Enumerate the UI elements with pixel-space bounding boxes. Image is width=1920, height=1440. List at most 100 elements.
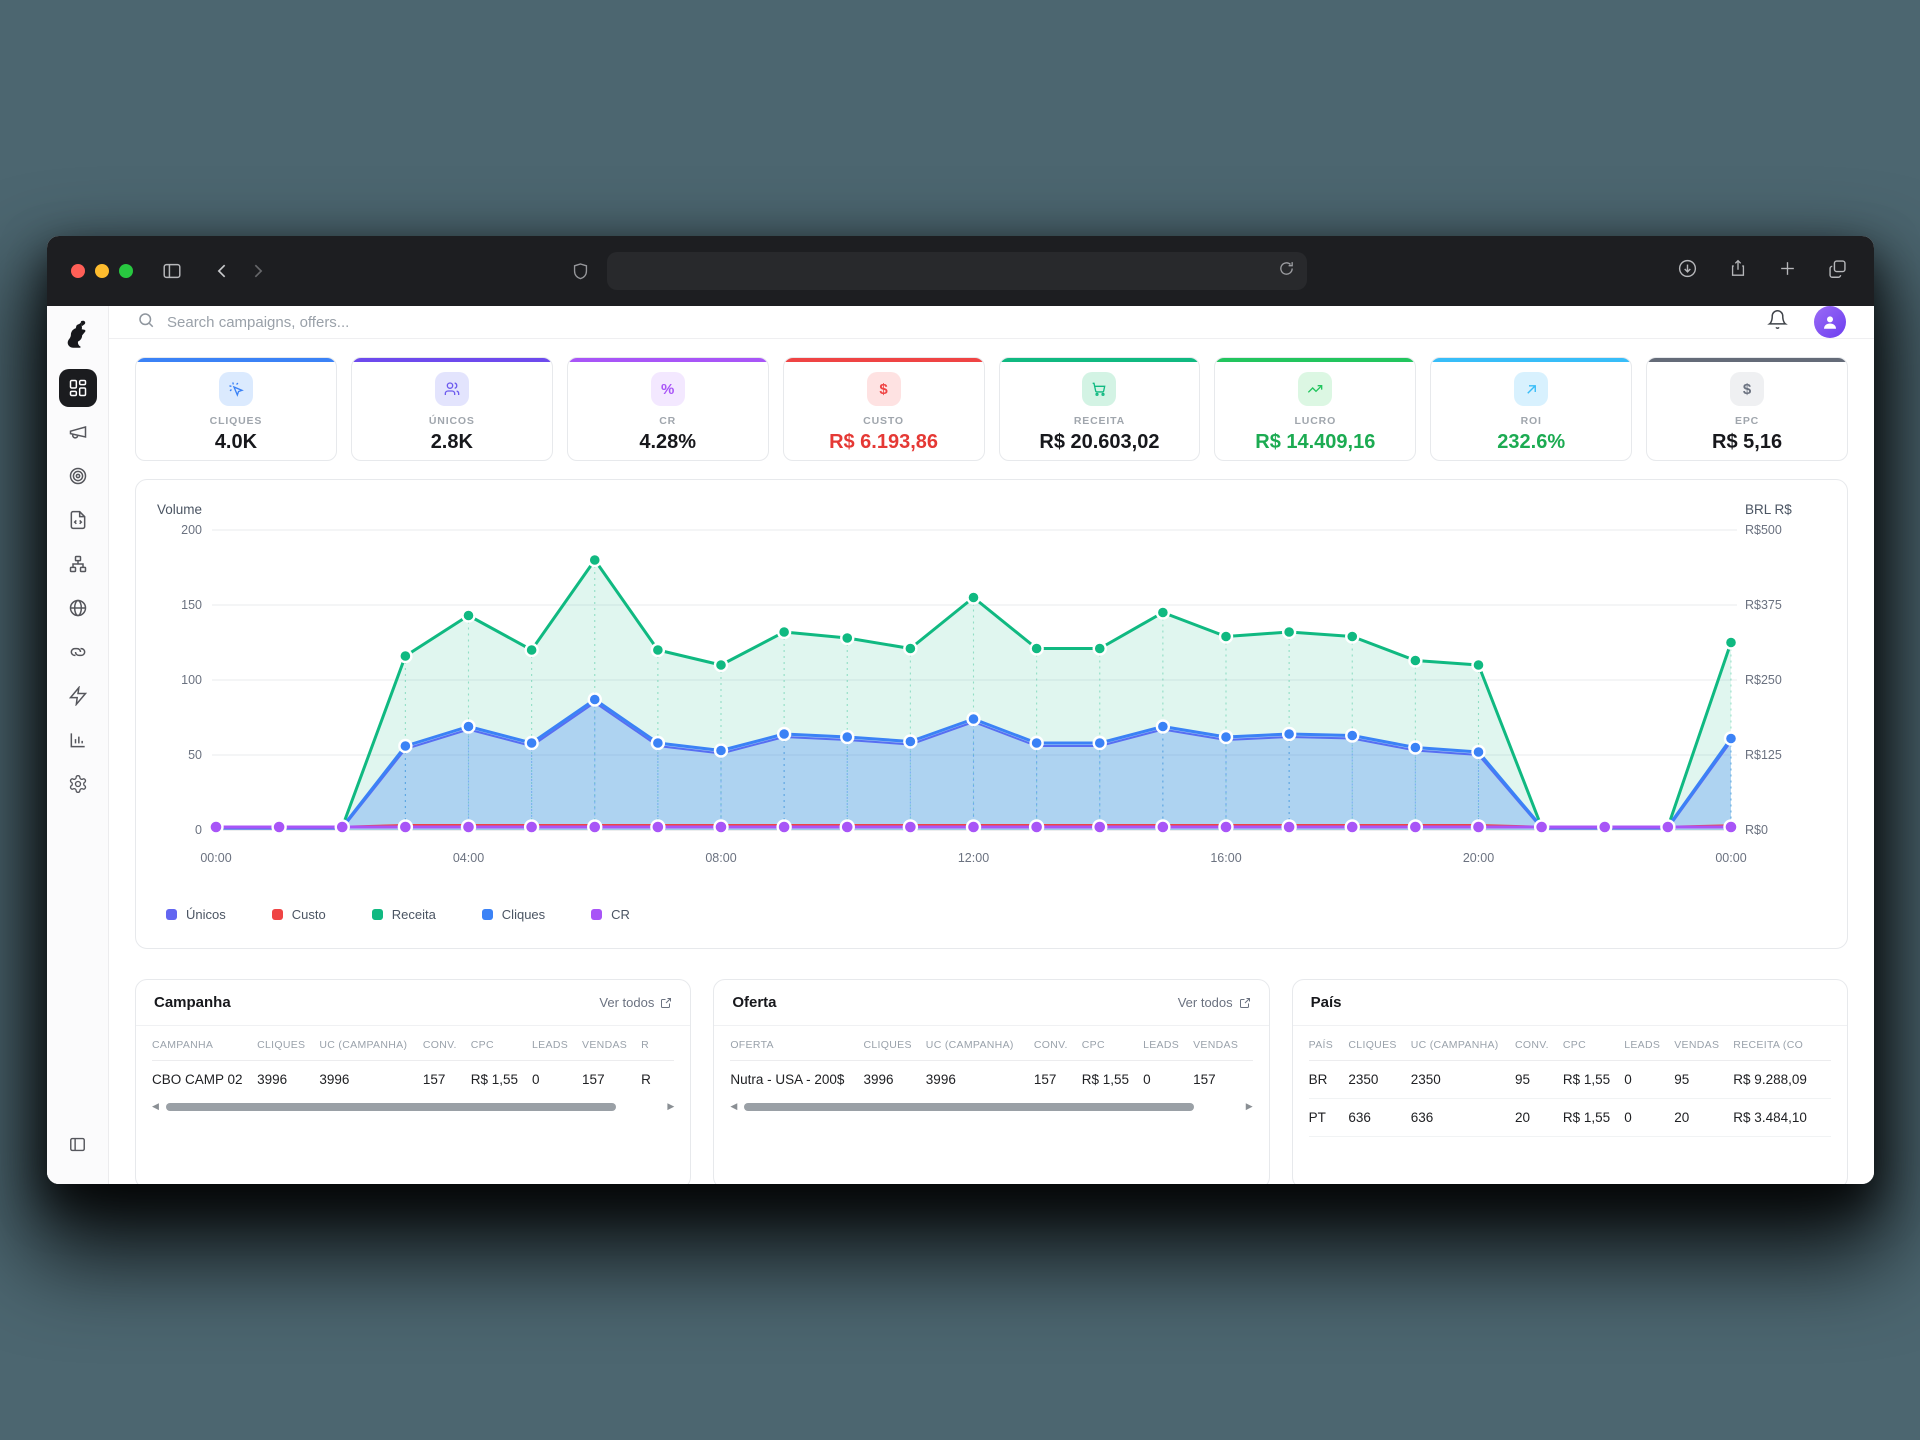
oferta-card: Oferta Ver todos OFERTA CLIQUES UC (CAMPAN… [713, 979, 1270, 1184]
svg-text:00:00: 00:00 [1715, 851, 1746, 865]
back-icon[interactable] [213, 261, 233, 281]
percent-icon: % [650, 372, 685, 406]
dog-logo [67, 320, 85, 348]
kpi-label: CR [659, 415, 677, 427]
trending-up-icon [1298, 372, 1333, 406]
scroll-right-icon[interactable]: ▶ [1245, 1101, 1253, 1111]
kpi-value: R$ 6.193,86 [829, 431, 939, 453]
sidebar-item-integrations[interactable] [59, 677, 97, 715]
forward-icon[interactable] [247, 261, 267, 281]
target-icon [69, 467, 86, 485]
legend-item-receita[interactable]: Receita [371, 907, 436, 922]
user-avatar[interactable] [1814, 306, 1846, 338]
card-accent [1647, 358, 1847, 362]
search-input[interactable] [167, 313, 587, 331]
svg-text:00:00: 00:00 [200, 851, 231, 865]
external-link-icon [661, 997, 672, 1008]
card-title: Campanha [154, 994, 231, 1011]
svg-text:R$500: R$500 [1745, 523, 1782, 537]
horizontal-scrollbar[interactable]: ◀ ▶ [730, 1101, 1252, 1112]
legend-item-cliques[interactable]: Cliques [481, 907, 546, 922]
sidebar-item-reports[interactable] [59, 721, 97, 759]
kpi-value: R$ 20.603,02 [1039, 431, 1160, 453]
tab-overview-icon[interactable] [1827, 258, 1848, 284]
horizontal-scrollbar[interactable]: ◀ ▶ [152, 1101, 674, 1112]
table-row[interactable]: BR 2350 2350 95 R$ 1,55 0 95 R$ 9.288,09 [1308, 1060, 1831, 1099]
table-header-row: PAÍS CLIQUES UC (CAMPANHA) CONV. CPC LEADS VEN… [1308, 1026, 1831, 1061]
kpi-label: EPC [1735, 415, 1760, 427]
card-accent [1431, 358, 1632, 362]
kpi-label: LUCRO [1294, 415, 1337, 427]
legend-label: CR [611, 907, 630, 922]
table-row[interactable]: Nutra - USA - 200$ 3996 3996 157 R$ 1,55 0 157 [730, 1072, 1216, 1087]
app-sidebar [47, 306, 109, 1184]
scroll-left-icon[interactable]: ◀ [152, 1101, 159, 1111]
file-code-icon [70, 510, 85, 530]
scrollbar-thumb[interactable] [165, 1102, 616, 1111]
ver-todos-link[interactable]: Ver todos [599, 995, 672, 1010]
sidebar-item-dashboard[interactable] [58, 369, 97, 407]
kpi-card-receita: RECEITA R$ 20.603,02 [998, 357, 1201, 461]
table-header-row: CAMPANHA CLIQUES UC (CAMPANHA) CONV. CPC LEAD… [152, 1026, 675, 1061]
sidebar-item-landing-pages[interactable] [59, 501, 97, 539]
table-header-row: OFERTA CLIQUES UC (CAMPANHA) CONV. CPC LEADS V… [730, 1026, 1253, 1061]
ver-todos-link[interactable]: Ver todos [1178, 995, 1251, 1010]
close-window-button[interactable] [71, 264, 85, 278]
legend-item-custo[interactable]: Custo [271, 907, 326, 922]
dashboard-grid-icon [69, 379, 86, 397]
svg-text:08:00: 08:00 [705, 851, 736, 865]
card-accent [783, 358, 984, 362]
legend-swatch [166, 909, 177, 920]
card-accent [1215, 358, 1416, 362]
card-accent [567, 358, 768, 362]
sidebar-toggle-icon[interactable] [161, 260, 183, 282]
kpi-label: ÚNICOS [428, 415, 475, 427]
kpi-card-cliques: CLIQUES 4.0K [135, 357, 337, 461]
share-icon[interactable] [1728, 258, 1748, 284]
scroll-right-icon[interactable]: ▶ [667, 1101, 675, 1111]
sidebar-item-flows[interactable] [59, 545, 97, 583]
kpi-value: R$ 5,16 [1712, 431, 1783, 453]
zoom-window-button[interactable] [119, 264, 133, 278]
new-tab-icon[interactable] [1778, 259, 1797, 283]
privacy-shield-icon[interactable] [571, 261, 590, 287]
sidebar-item-domains[interactable] [59, 589, 97, 627]
svg-text:12:00: 12:00 [958, 851, 989, 865]
scroll-left-icon[interactable]: ◀ [730, 1101, 738, 1111]
url-bar[interactable] [607, 252, 1307, 290]
kpi-card-lucro: LUCRO R$ 14.409,16 [1214, 357, 1417, 461]
kpi-value: R$ 14.409,16 [1255, 431, 1376, 453]
legend-swatch [591, 909, 603, 920]
sidebar-item-targets[interactable] [59, 457, 97, 495]
scrollbar-thumb[interactable] [744, 1102, 1195, 1111]
minimize-window-button[interactable] [95, 264, 109, 278]
svg-text:20:00: 20:00 [1463, 851, 1494, 865]
legend-label: Receita [391, 907, 436, 922]
line-chart: 0 R$0 50 R$125 100 R$250 150 R$375 200 R$500 Volum… [157, 502, 1792, 865]
sidebar-item-links[interactable] [59, 633, 97, 671]
kpi-card-unicos: ÚNICOS 2.8K [350, 357, 553, 461]
card-title: País [1310, 994, 1342, 1011]
svg-text:200: 200 [181, 523, 202, 537]
sidebar-item-settings[interactable] [59, 765, 97, 803]
reload-icon[interactable] [1278, 260, 1295, 282]
globe-icon [69, 599, 86, 617]
legend-item-únicos[interactable]: Únicos [166, 907, 226, 922]
legend-label: Cliques [501, 907, 546, 922]
legend-item-cr[interactable]: CR [591, 907, 630, 922]
svg-text:Volume: Volume [157, 502, 202, 517]
kpi-value: 4.0K [214, 431, 258, 453]
card-title: Oferta [732, 994, 777, 1011]
notifications-bell-icon[interactable] [1767, 309, 1788, 335]
svg-text:R$375: R$375 [1745, 598, 1782, 612]
table-row[interactable]: PT 636 636 20 R$ 1,55 0 20 R$ 3.484,10 [1308, 1098, 1831, 1137]
downloads-icon[interactable] [1677, 258, 1698, 284]
svg-text:100: 100 [181, 673, 202, 687]
svg-text:150: 150 [181, 598, 202, 612]
card-accent [999, 358, 1200, 362]
pais-card: País PAÍS CLIQUES UC (CAMPANHA) CONV. CPC LEA… [1291, 979, 1848, 1184]
sidebar-item-campaigns[interactable] [59, 413, 97, 451]
table-row[interactable]: CBO CAMP 02 3996 3996 157 R$ 1,55 0 157 R [152, 1072, 651, 1087]
legend-label: Únicos [186, 907, 226, 922]
collapse-panel-icon[interactable] [59, 1125, 97, 1163]
